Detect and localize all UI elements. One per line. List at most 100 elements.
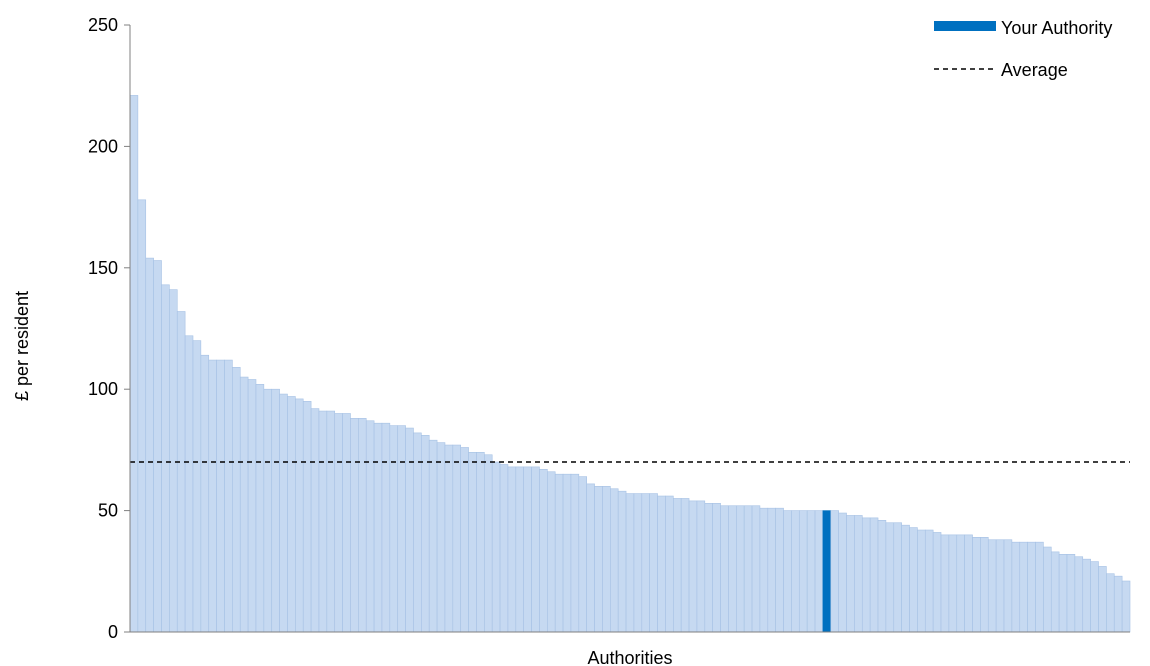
bar xyxy=(775,507,784,633)
bar xyxy=(759,507,769,633)
bar xyxy=(964,534,973,633)
bar xyxy=(373,422,383,633)
bar xyxy=(405,427,414,633)
bar xyxy=(1035,541,1044,633)
bar xyxy=(948,534,958,633)
bar xyxy=(783,510,792,633)
bar xyxy=(358,418,367,633)
bar xyxy=(806,510,816,633)
bar xyxy=(547,471,556,633)
bar xyxy=(987,539,997,633)
bar xyxy=(602,486,611,633)
bar xyxy=(846,515,855,633)
bar xyxy=(1027,541,1036,633)
bar xyxy=(704,503,713,633)
bar xyxy=(909,527,918,633)
bar xyxy=(980,537,989,633)
bar xyxy=(389,425,399,633)
bar xyxy=(972,537,981,633)
bar xyxy=(901,524,910,633)
bar xyxy=(751,505,761,633)
bar xyxy=(145,257,154,633)
bar xyxy=(877,520,887,633)
bar xyxy=(594,486,603,633)
bar xyxy=(610,488,619,633)
bar xyxy=(287,396,296,633)
bar xyxy=(476,452,485,633)
bar xyxy=(1106,573,1115,633)
bar xyxy=(342,413,351,633)
bar xyxy=(696,500,706,633)
bar xyxy=(523,466,532,633)
axes-group xyxy=(129,25,1130,633)
legend-label-average: Average xyxy=(1001,60,1068,80)
y-axis-title: £ per resident xyxy=(12,291,32,401)
bar xyxy=(1011,541,1021,633)
legend-swatch-your-authority xyxy=(934,21,996,31)
bar xyxy=(1090,561,1099,633)
bar xyxy=(625,493,635,633)
bar xyxy=(310,408,320,633)
bar xyxy=(633,493,643,633)
bar xyxy=(830,510,839,633)
bar xyxy=(1003,539,1013,633)
bar xyxy=(1082,558,1091,633)
bar xyxy=(255,384,265,633)
bar xyxy=(995,539,1005,633)
bar xyxy=(208,359,217,633)
bar xyxy=(216,359,225,633)
bar xyxy=(917,529,926,633)
bar xyxy=(641,493,650,633)
bar xyxy=(161,284,170,633)
bar xyxy=(657,495,666,633)
bar xyxy=(295,398,304,633)
bar xyxy=(421,435,430,633)
bar xyxy=(247,379,257,633)
bar xyxy=(767,507,776,633)
bar xyxy=(184,335,194,633)
bar xyxy=(712,503,721,633)
bar xyxy=(617,490,627,633)
bar xyxy=(515,466,525,633)
bar xyxy=(381,422,391,633)
bar xyxy=(460,447,469,633)
bar xyxy=(854,515,863,633)
bar xyxy=(861,517,871,633)
y-ticks-group: 0 50 100 150 200 250 xyxy=(88,15,130,642)
bar xyxy=(940,534,950,633)
bar xyxy=(735,505,745,633)
bar xyxy=(1043,546,1052,633)
bar xyxy=(1098,566,1107,633)
bar xyxy=(507,466,517,633)
bar xyxy=(673,498,682,633)
bar xyxy=(869,517,879,633)
bar xyxy=(1121,580,1131,633)
bar xyxy=(838,512,847,633)
bar xyxy=(279,393,288,633)
bar xyxy=(326,410,336,633)
bar xyxy=(468,452,477,633)
bar xyxy=(484,454,493,633)
bar xyxy=(263,388,273,633)
legend: Your Authority Average xyxy=(934,18,1112,80)
bar xyxy=(665,495,674,633)
bar xyxy=(271,388,280,633)
y-tick-label: 0 xyxy=(108,622,118,642)
bar xyxy=(814,510,824,633)
bar xyxy=(176,311,186,633)
bar xyxy=(200,354,210,633)
bar xyxy=(570,473,580,633)
bar xyxy=(491,461,501,633)
bar xyxy=(232,367,241,633)
bar xyxy=(720,505,729,633)
bar-your-authority xyxy=(822,510,832,633)
bar xyxy=(1113,575,1123,633)
y-tick-label: 250 xyxy=(88,15,118,35)
bar xyxy=(1066,553,1076,633)
bar xyxy=(224,359,233,633)
bar xyxy=(924,529,934,633)
bar xyxy=(239,376,249,633)
bar xyxy=(397,425,406,633)
bar xyxy=(436,442,446,633)
